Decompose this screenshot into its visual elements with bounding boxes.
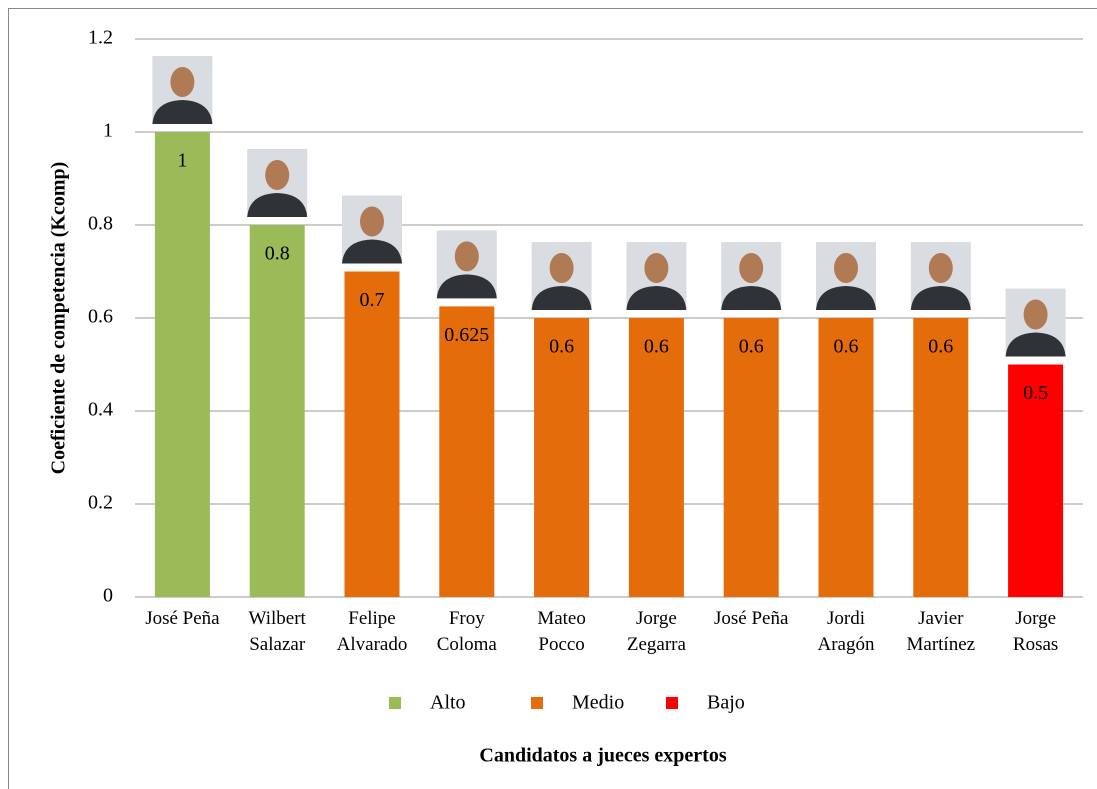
photo-body: [342, 239, 402, 264]
x-tick-label: José Peña: [713, 608, 789, 629]
x-tick-label: Javier Martínez: [906, 608, 976, 655]
photo-head: [549, 253, 574, 283]
photo-head: [834, 253, 858, 283]
photo-body: [910, 286, 971, 310]
data-label: 0.6: [739, 336, 764, 358]
legend-label: Medio: [572, 692, 624, 714]
x-tick-label: Jorge Zegarra: [626, 608, 686, 655]
data-label: 0.625: [444, 324, 489, 346]
chart-frame: [8, 8, 1097, 789]
bar: [628, 318, 684, 597]
photo-head: [1023, 299, 1048, 330]
photo-body: [531, 286, 592, 310]
x-tick-label: Jorge Rosas: [1012, 608, 1059, 655]
x-tick-label-box: Froy Coloma: [436, 608, 497, 655]
candidate-photo: [342, 195, 402, 264]
x-tick-label-box: Felipe Alvarado: [336, 608, 408, 655]
x-tick-label-box: Javier Martínez: [906, 608, 976, 655]
legend-label: Bajo: [707, 692, 745, 714]
x-tick-label-box: Jorge Zegarra: [626, 608, 686, 655]
candidate-photo: [721, 242, 782, 310]
bar: [439, 306, 495, 597]
photo-body: [152, 100, 213, 124]
data-label: 0.6: [834, 336, 859, 358]
x-tick-label: Felipe Alvarado: [336, 608, 408, 655]
bar: [534, 318, 590, 597]
photo-head: [644, 253, 669, 283]
x-tick-label: Froy Coloma: [436, 608, 497, 655]
x-tick-label-box: Mateo Pocco: [537, 608, 586, 655]
candidate-photo: [531, 242, 592, 310]
y-tick-label: 1.2: [88, 27, 113, 49]
x-tick-label-box: José Peña: [713, 608, 789, 629]
data-label: 0.5: [1023, 382, 1048, 404]
photo-body: [721, 286, 782, 310]
data-label: 0.8: [265, 243, 290, 265]
bar: [1008, 364, 1064, 597]
photo-body: [436, 274, 497, 299]
data-label: 0.7: [360, 289, 385, 311]
x-tick-label: José Peña: [145, 608, 220, 629]
x-tick-label-box: José Peña: [145, 608, 220, 629]
photo-head: [170, 67, 195, 97]
y-axis-label: Coeficiente de competencia (Kcomp): [48, 162, 70, 475]
bar: [913, 318, 969, 597]
bar: [723, 318, 779, 597]
photo-body: [626, 286, 687, 310]
bar: [818, 318, 874, 597]
candidate-photo: [1005, 288, 1066, 357]
data-label: 0.6: [644, 336, 669, 358]
y-tick-label: 0.8: [88, 213, 113, 235]
y-tick-label: 0: [103, 585, 113, 607]
photo-head: [265, 160, 290, 190]
candidate-photo: [436, 230, 497, 299]
legend-swatch: [666, 697, 678, 709]
legend-label: Alto: [430, 692, 466, 714]
candidate-photo: [626, 242, 687, 310]
bar: [154, 132, 210, 597]
photo-head: [928, 253, 953, 283]
x-tick-label: Mateo Pocco: [537, 608, 586, 655]
photo-head: [739, 253, 764, 283]
x-tick-label-box: Jorge Rosas: [1012, 608, 1059, 655]
photo-body: [816, 286, 876, 310]
candidate-photo: [816, 242, 876, 310]
x-tick-label: Wilbert Salazar: [248, 608, 306, 655]
y-tick-label: 1: [103, 120, 113, 142]
data-label: 0.6: [928, 336, 953, 358]
photo-head: [454, 241, 479, 272]
x-tick-label-box: Jordi Aragón: [817, 608, 875, 655]
legend-swatch: [531, 697, 543, 709]
candidate-photo: [152, 56, 213, 124]
y-tick-label: 0.6: [88, 306, 113, 328]
photo-body: [247, 193, 308, 217]
legend-swatch: [389, 697, 401, 709]
data-label: 1: [177, 150, 187, 172]
photo-head: [360, 206, 384, 237]
x-tick-label-box: Wilbert Salazar: [248, 608, 306, 655]
bar: [249, 225, 305, 597]
candidate-photo: [910, 242, 971, 310]
y-tick-label: 0.4: [88, 399, 113, 421]
candidate-photo: [247, 149, 308, 217]
data-label: 0.6: [549, 336, 574, 358]
x-tick-label: Jordi Aragón: [817, 608, 875, 655]
bar: [344, 271, 400, 597]
photo-body: [1005, 332, 1066, 357]
x-axis-label: Candidatos a jueces expertos: [479, 745, 726, 767]
y-tick-label: 0.2: [88, 492, 113, 514]
